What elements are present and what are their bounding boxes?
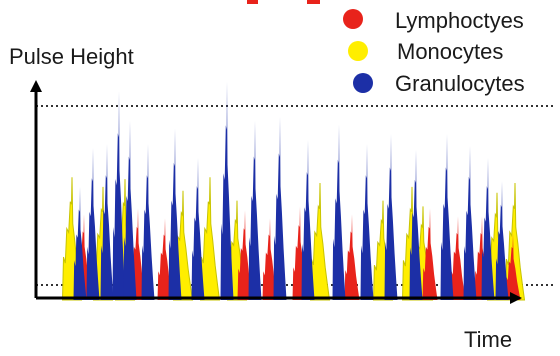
legend-label-lymphocytes: Lymphoctyes <box>395 8 524 33</box>
y-axis-label: Pulse Height <box>9 44 134 69</box>
granulocytes-pulse <box>112 91 126 300</box>
legend-marker-granulocytes <box>353 73 373 93</box>
granulocytes-pulse <box>463 145 477 300</box>
legend-label-monocytes: Monocytes <box>397 39 503 64</box>
granulocytes-pulse <box>440 134 454 300</box>
granulocytes-pulse <box>360 144 374 300</box>
x-axis-label: Time <box>464 327 512 352</box>
granulocytes-pulse <box>141 144 155 300</box>
x-axis-arrow <box>510 292 522 304</box>
granulocytes-pulse <box>168 128 182 300</box>
lymphoctyes-pulse <box>505 233 521 300</box>
granulocytes-pulse <box>220 81 234 300</box>
granulocytes-pulse <box>123 120 137 300</box>
granulocytes-pulse <box>384 134 398 300</box>
granulocytes-pulse <box>100 144 114 300</box>
monocytes-pulse <box>199 177 221 301</box>
monocytes-pulse <box>309 182 331 301</box>
cropped-title-fragment <box>247 0 258 4</box>
granulocytes-pulse <box>481 157 495 300</box>
granulocytes-pulse <box>73 186 87 300</box>
pulse-peaks <box>61 81 526 301</box>
granulocytes-pulse <box>332 124 346 300</box>
cropped-title-fragment <box>307 0 320 4</box>
legend-marker-lymphocytes <box>343 9 363 29</box>
granulocytes-pulse <box>273 116 287 300</box>
granulocytes-pulse <box>248 120 262 300</box>
lymphoctyes-pulse <box>344 214 360 300</box>
y-axis-arrow <box>30 80 42 92</box>
legend: Lymphoctyes Monocytes Granulocytes <box>343 8 525 96</box>
granulocytes-pulse <box>409 149 423 300</box>
lymphoctyes-pulse <box>422 208 438 300</box>
granulocytes-pulse <box>86 147 100 300</box>
legend-label-granulocytes: Granulocytes <box>395 71 525 96</box>
legend-marker-monocytes <box>348 41 368 61</box>
granulocytes-pulse <box>191 157 205 300</box>
granulocytes-pulse <box>495 181 509 300</box>
granulocytes-pulse <box>301 140 315 300</box>
lymphoctyes-pulse <box>450 216 466 300</box>
